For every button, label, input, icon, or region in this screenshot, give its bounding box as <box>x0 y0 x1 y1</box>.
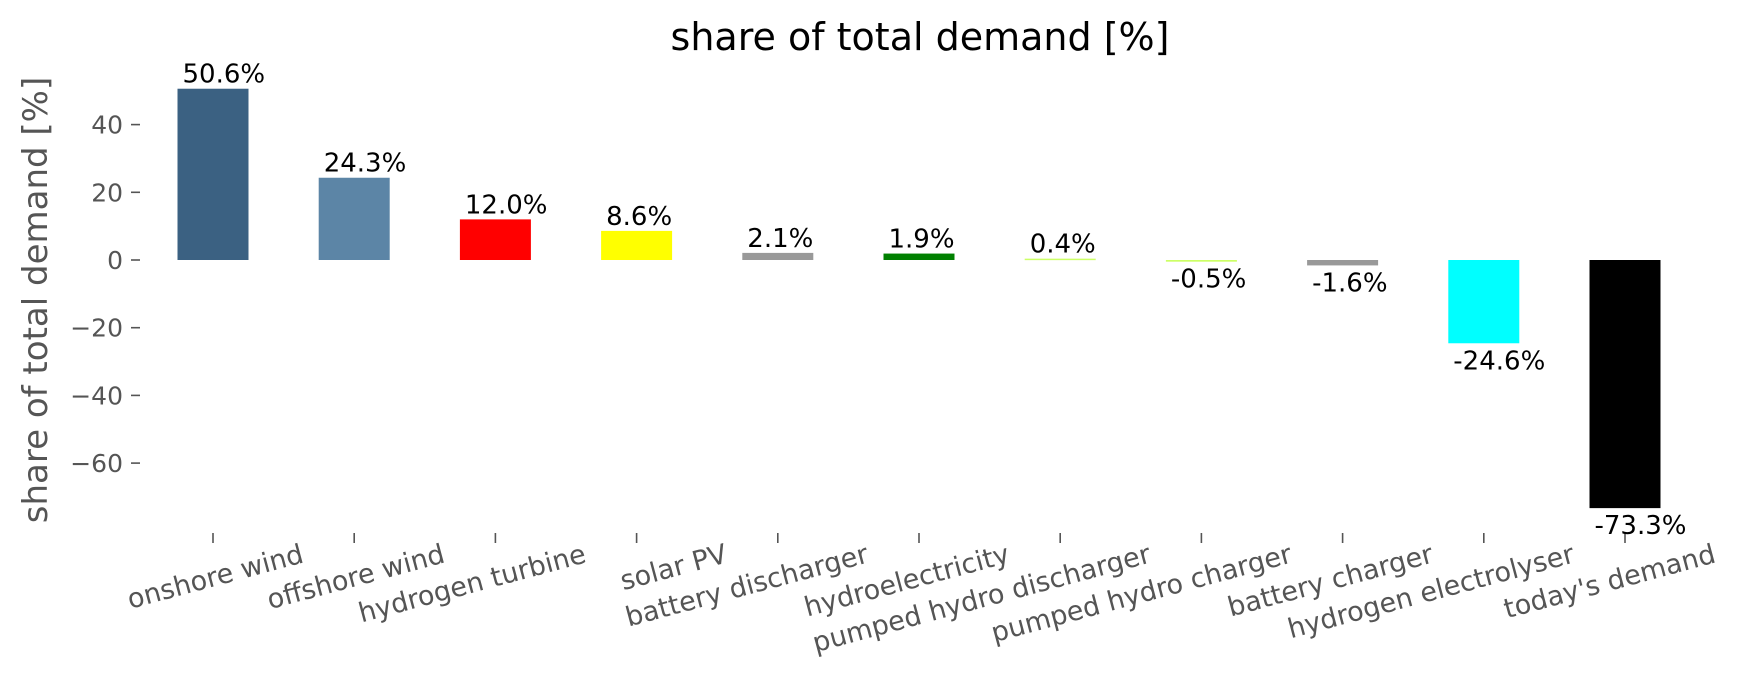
data-label: 1.9% <box>889 225 955 255</box>
data-label: 0.4% <box>1030 230 1096 260</box>
y-tick-label: 20 <box>91 178 123 207</box>
data-label: 24.3% <box>324 149 407 179</box>
data-label: 12.0% <box>465 190 548 220</box>
bar-battery-charger <box>1307 260 1379 266</box>
data-label: -73.3% <box>1595 511 1687 541</box>
bar-pumped-hydro-charger <box>1165 260 1237 262</box>
y-axis-label: share of total demand [%] <box>16 77 56 523</box>
bar-onshore-wind <box>177 88 249 261</box>
bar-hydroelectricity <box>883 253 955 260</box>
bar-today-s-demand <box>1589 260 1661 509</box>
bar-hydrogen-turbine <box>459 219 531 260</box>
data-label: 8.6% <box>606 202 672 232</box>
bar-hydrogen-electrolyser <box>1448 260 1520 344</box>
chart-title: share of total demand [%] <box>671 15 1170 59</box>
y-tick-label: −20 <box>70 314 123 343</box>
y-axis: 40 20 0 −20 −40 −60 <box>70 111 140 478</box>
bar-solar-pv <box>601 230 673 260</box>
data-labels: 50.6% 24.3% 12.0% 8.6% 2.1% 1.9% 0.4% -0.5% -1.6… <box>183 60 1687 541</box>
y-tick-label: 40 <box>91 111 123 140</box>
y-tick-label: −40 <box>70 381 123 410</box>
data-label: 2.1% <box>747 224 813 254</box>
bars-layer <box>177 88 1661 509</box>
bar-battery-discharger <box>742 252 814 260</box>
y-tick-label: 0 <box>107 246 123 275</box>
bar-pumped-hydro-discharger <box>1024 258 1096 261</box>
data-label: 50.6% <box>183 60 266 90</box>
data-label: -24.6% <box>1453 346 1545 376</box>
y-tick-label: −60 <box>70 449 123 478</box>
bar-offshore-wind <box>318 177 390 260</box>
data-label: -1.6% <box>1312 268 1387 298</box>
data-label: -0.5% <box>1171 265 1246 295</box>
